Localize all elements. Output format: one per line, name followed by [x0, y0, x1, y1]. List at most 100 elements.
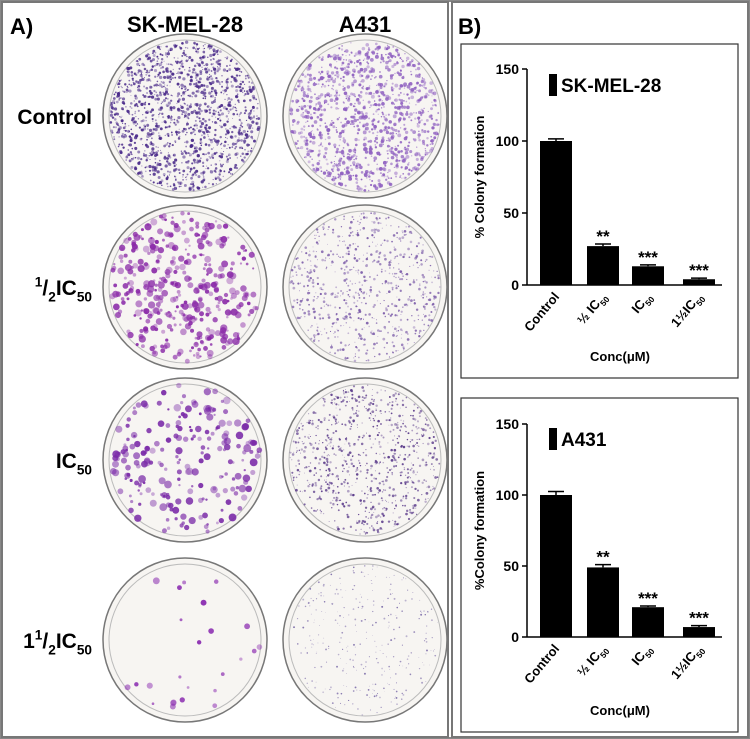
colony: [183, 436, 188, 441]
colony: [365, 465, 366, 466]
colony: [429, 292, 431, 294]
colony: [344, 142, 346, 144]
colony: [400, 408, 401, 409]
colony: [308, 687, 309, 688]
colony: [130, 479, 133, 482]
colony: [431, 463, 433, 465]
colony: [381, 271, 383, 273]
colony: [361, 291, 363, 293]
colony: [146, 145, 149, 148]
colony: [114, 118, 117, 121]
colony: [195, 48, 197, 50]
colony: [411, 652, 412, 653]
colony: [333, 485, 334, 486]
colony: [301, 107, 304, 110]
colony: [388, 120, 392, 124]
colony: [369, 417, 371, 419]
colony: [321, 490, 323, 492]
colony: [379, 461, 381, 463]
colony: [349, 96, 350, 97]
colony: [336, 295, 339, 298]
colony: [425, 638, 426, 639]
colony: [116, 101, 119, 104]
colony: [355, 471, 356, 472]
colony: [338, 94, 340, 96]
colony: [212, 121, 213, 122]
colony: [211, 91, 213, 93]
colony: [408, 169, 410, 171]
colony: [374, 690, 375, 691]
colony: [421, 109, 423, 111]
colony: [211, 87, 214, 90]
colony: [318, 56, 320, 58]
colony: [308, 313, 311, 316]
colony: [320, 487, 322, 489]
colony: [157, 401, 162, 406]
colony: [249, 144, 250, 145]
colony: [343, 240, 345, 242]
colony: [198, 297, 203, 302]
colony: [421, 96, 423, 98]
colony: [391, 459, 394, 462]
y-tick-label: 0: [511, 277, 519, 293]
colony: [322, 145, 324, 147]
colony: [396, 461, 398, 463]
colony: [427, 424, 430, 427]
colony: [369, 171, 372, 174]
colony: [158, 147, 159, 148]
colony: [365, 477, 367, 479]
colony: [223, 397, 231, 405]
colony: [402, 346, 404, 348]
colony: [171, 79, 172, 80]
label-part: 50: [77, 462, 93, 477]
colony: [343, 67, 346, 70]
colony: [227, 100, 228, 101]
colony: [357, 312, 359, 314]
colony: [244, 149, 246, 151]
colony: [323, 223, 325, 225]
colony: [407, 439, 408, 440]
colony: [198, 81, 200, 83]
colony: [177, 131, 180, 134]
colony: [407, 338, 410, 341]
colony: [255, 306, 259, 310]
colony: [171, 134, 173, 136]
colony: [344, 269, 345, 270]
colony: [408, 655, 410, 657]
colony: [365, 661, 367, 663]
colony: [196, 90, 199, 93]
colony: [399, 429, 401, 431]
colony: [392, 401, 394, 403]
colony: [309, 135, 312, 138]
colony: [341, 447, 342, 448]
colony: [376, 294, 379, 297]
colony: [432, 489, 433, 490]
colony: [227, 78, 229, 80]
colony: [187, 161, 190, 164]
colony: [186, 107, 189, 110]
colony: [188, 118, 190, 120]
colony: [380, 303, 381, 304]
colony: [318, 479, 320, 481]
colony: [231, 85, 234, 88]
colony: [169, 81, 171, 83]
colony: [205, 104, 206, 105]
colony: [388, 263, 391, 266]
colony: [421, 494, 422, 495]
colony: [297, 283, 299, 285]
colony: [150, 159, 151, 160]
colony: [203, 84, 206, 87]
colony: [295, 142, 298, 145]
colony: [307, 74, 309, 76]
colony: [320, 513, 321, 514]
colony: [399, 603, 400, 604]
colony: [316, 447, 319, 450]
colony: [360, 594, 361, 595]
colony: [389, 469, 391, 471]
colony: [209, 156, 211, 158]
colony: [149, 170, 151, 172]
colony: [340, 500, 341, 501]
colony: [122, 123, 123, 124]
colony: [379, 95, 381, 97]
colony: [405, 101, 407, 103]
